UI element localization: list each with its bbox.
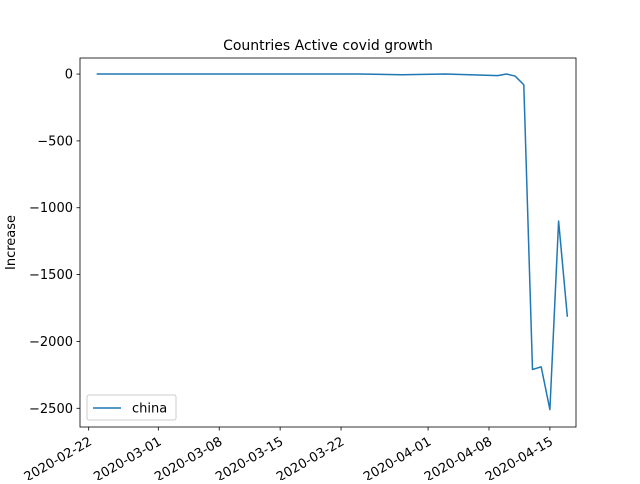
y-tick-label: −2500	[29, 402, 73, 417]
y-tick-label: −2000	[29, 335, 73, 350]
chart-title: Countries Active covid growth	[223, 38, 433, 54]
series-line-china	[96, 73, 569, 411]
legend-frame	[86, 394, 177, 421]
y-tick-label: −500	[37, 134, 73, 149]
legend-label-china: china	[132, 402, 167, 417]
y-tick-label: 0	[65, 68, 73, 83]
y-axis-label: Increase	[4, 215, 19, 270]
series-layer	[96, 73, 569, 411]
y-axis: 0 −500 −1000 −1500 −2000 −2500	[29, 68, 80, 417]
y-tick-label: −1500	[29, 268, 73, 283]
plot-frame	[79, 57, 577, 428]
legend: china	[86, 394, 177, 421]
y-tick-label: −1000	[29, 201, 73, 216]
